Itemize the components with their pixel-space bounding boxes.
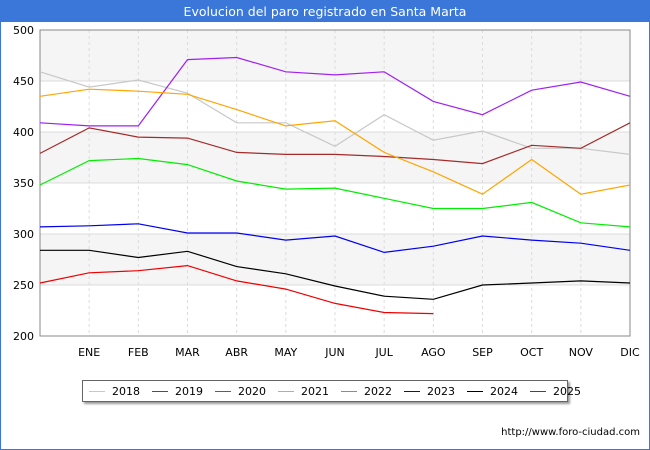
legend-item-2024: 2024 — [467, 385, 518, 398]
y-tick-label: 200 — [13, 330, 34, 343]
x-tick-label: AGO — [421, 346, 446, 359]
series-line-2025 — [39, 264, 434, 315]
series-line-2021 — [39, 88, 631, 195]
legend-label: 2025 — [553, 384, 581, 398]
x-tick-label: ENE — [78, 346, 100, 359]
x-tick-label: JUN — [324, 346, 345, 359]
x-tick-label: FEB — [128, 346, 149, 359]
x-tick-label: NOV — [569, 346, 594, 359]
legend-label: 2021 — [301, 384, 329, 398]
plot-area — [39, 29, 631, 337]
legend-item-2023: 2023 — [404, 385, 455, 398]
legend-label: 2023 — [427, 384, 455, 398]
legend-label: 2019 — [175, 384, 203, 398]
legend-label: 2022 — [364, 384, 392, 398]
chart-legend: 2018 2019 2020 2021 2022 2023 2024 2025 — [82, 380, 581, 402]
legend-item-2021: 2021 — [278, 385, 329, 398]
legend-swatch — [341, 390, 357, 392]
x-tick-label: SEP — [472, 346, 493, 359]
chart-title: Evolucion del paro registrado en Santa M… — [1, 1, 649, 22]
legend-item-2020: 2020 — [215, 385, 266, 398]
y-tick-label: 500 — [13, 24, 34, 37]
x-tick-label: MAR — [175, 346, 200, 359]
x-tick-label: OCT — [520, 346, 543, 359]
legend-item-2025: 2025 — [530, 385, 581, 398]
series-line-2020 — [39, 56, 631, 127]
y-tick-label: 450 — [13, 75, 34, 88]
series-line-2024 — [40, 249, 631, 300]
x-tick-label: DIC — [620, 346, 640, 359]
legend-swatch — [152, 390, 168, 392]
legend-swatch — [89, 390, 105, 392]
series-line-2019 — [39, 122, 631, 165]
legend-item-2019: 2019 — [152, 385, 203, 398]
series-line-2022 — [39, 157, 631, 228]
legend-item-2022: 2022 — [341, 385, 392, 398]
legend-swatch — [215, 390, 231, 392]
legend-swatch — [467, 390, 483, 392]
legend-label: 2024 — [490, 384, 518, 398]
legend-item-2018: 2018 — [89, 385, 140, 398]
legend-swatch — [530, 390, 546, 392]
y-tick-label: 350 — [13, 177, 34, 190]
legend-swatch — [404, 390, 420, 392]
series-line-2018 — [39, 71, 631, 155]
y-tick-label: 250 — [13, 279, 34, 292]
series-line-2023 — [39, 223, 631, 254]
source-credit[interactable]: http://www.foro-ciudad.com — [501, 427, 640, 438]
legend-label: 2020 — [238, 384, 266, 398]
x-tick-label: JUL — [374, 346, 393, 359]
x-tick-label: ABR — [225, 346, 248, 359]
legend-swatch — [278, 390, 294, 392]
y-tick-label: 400 — [13, 126, 34, 139]
y-tick-label: 300 — [13, 228, 34, 241]
legend-label: 2018 — [112, 384, 140, 398]
x-tick-label: MAY — [274, 346, 297, 359]
